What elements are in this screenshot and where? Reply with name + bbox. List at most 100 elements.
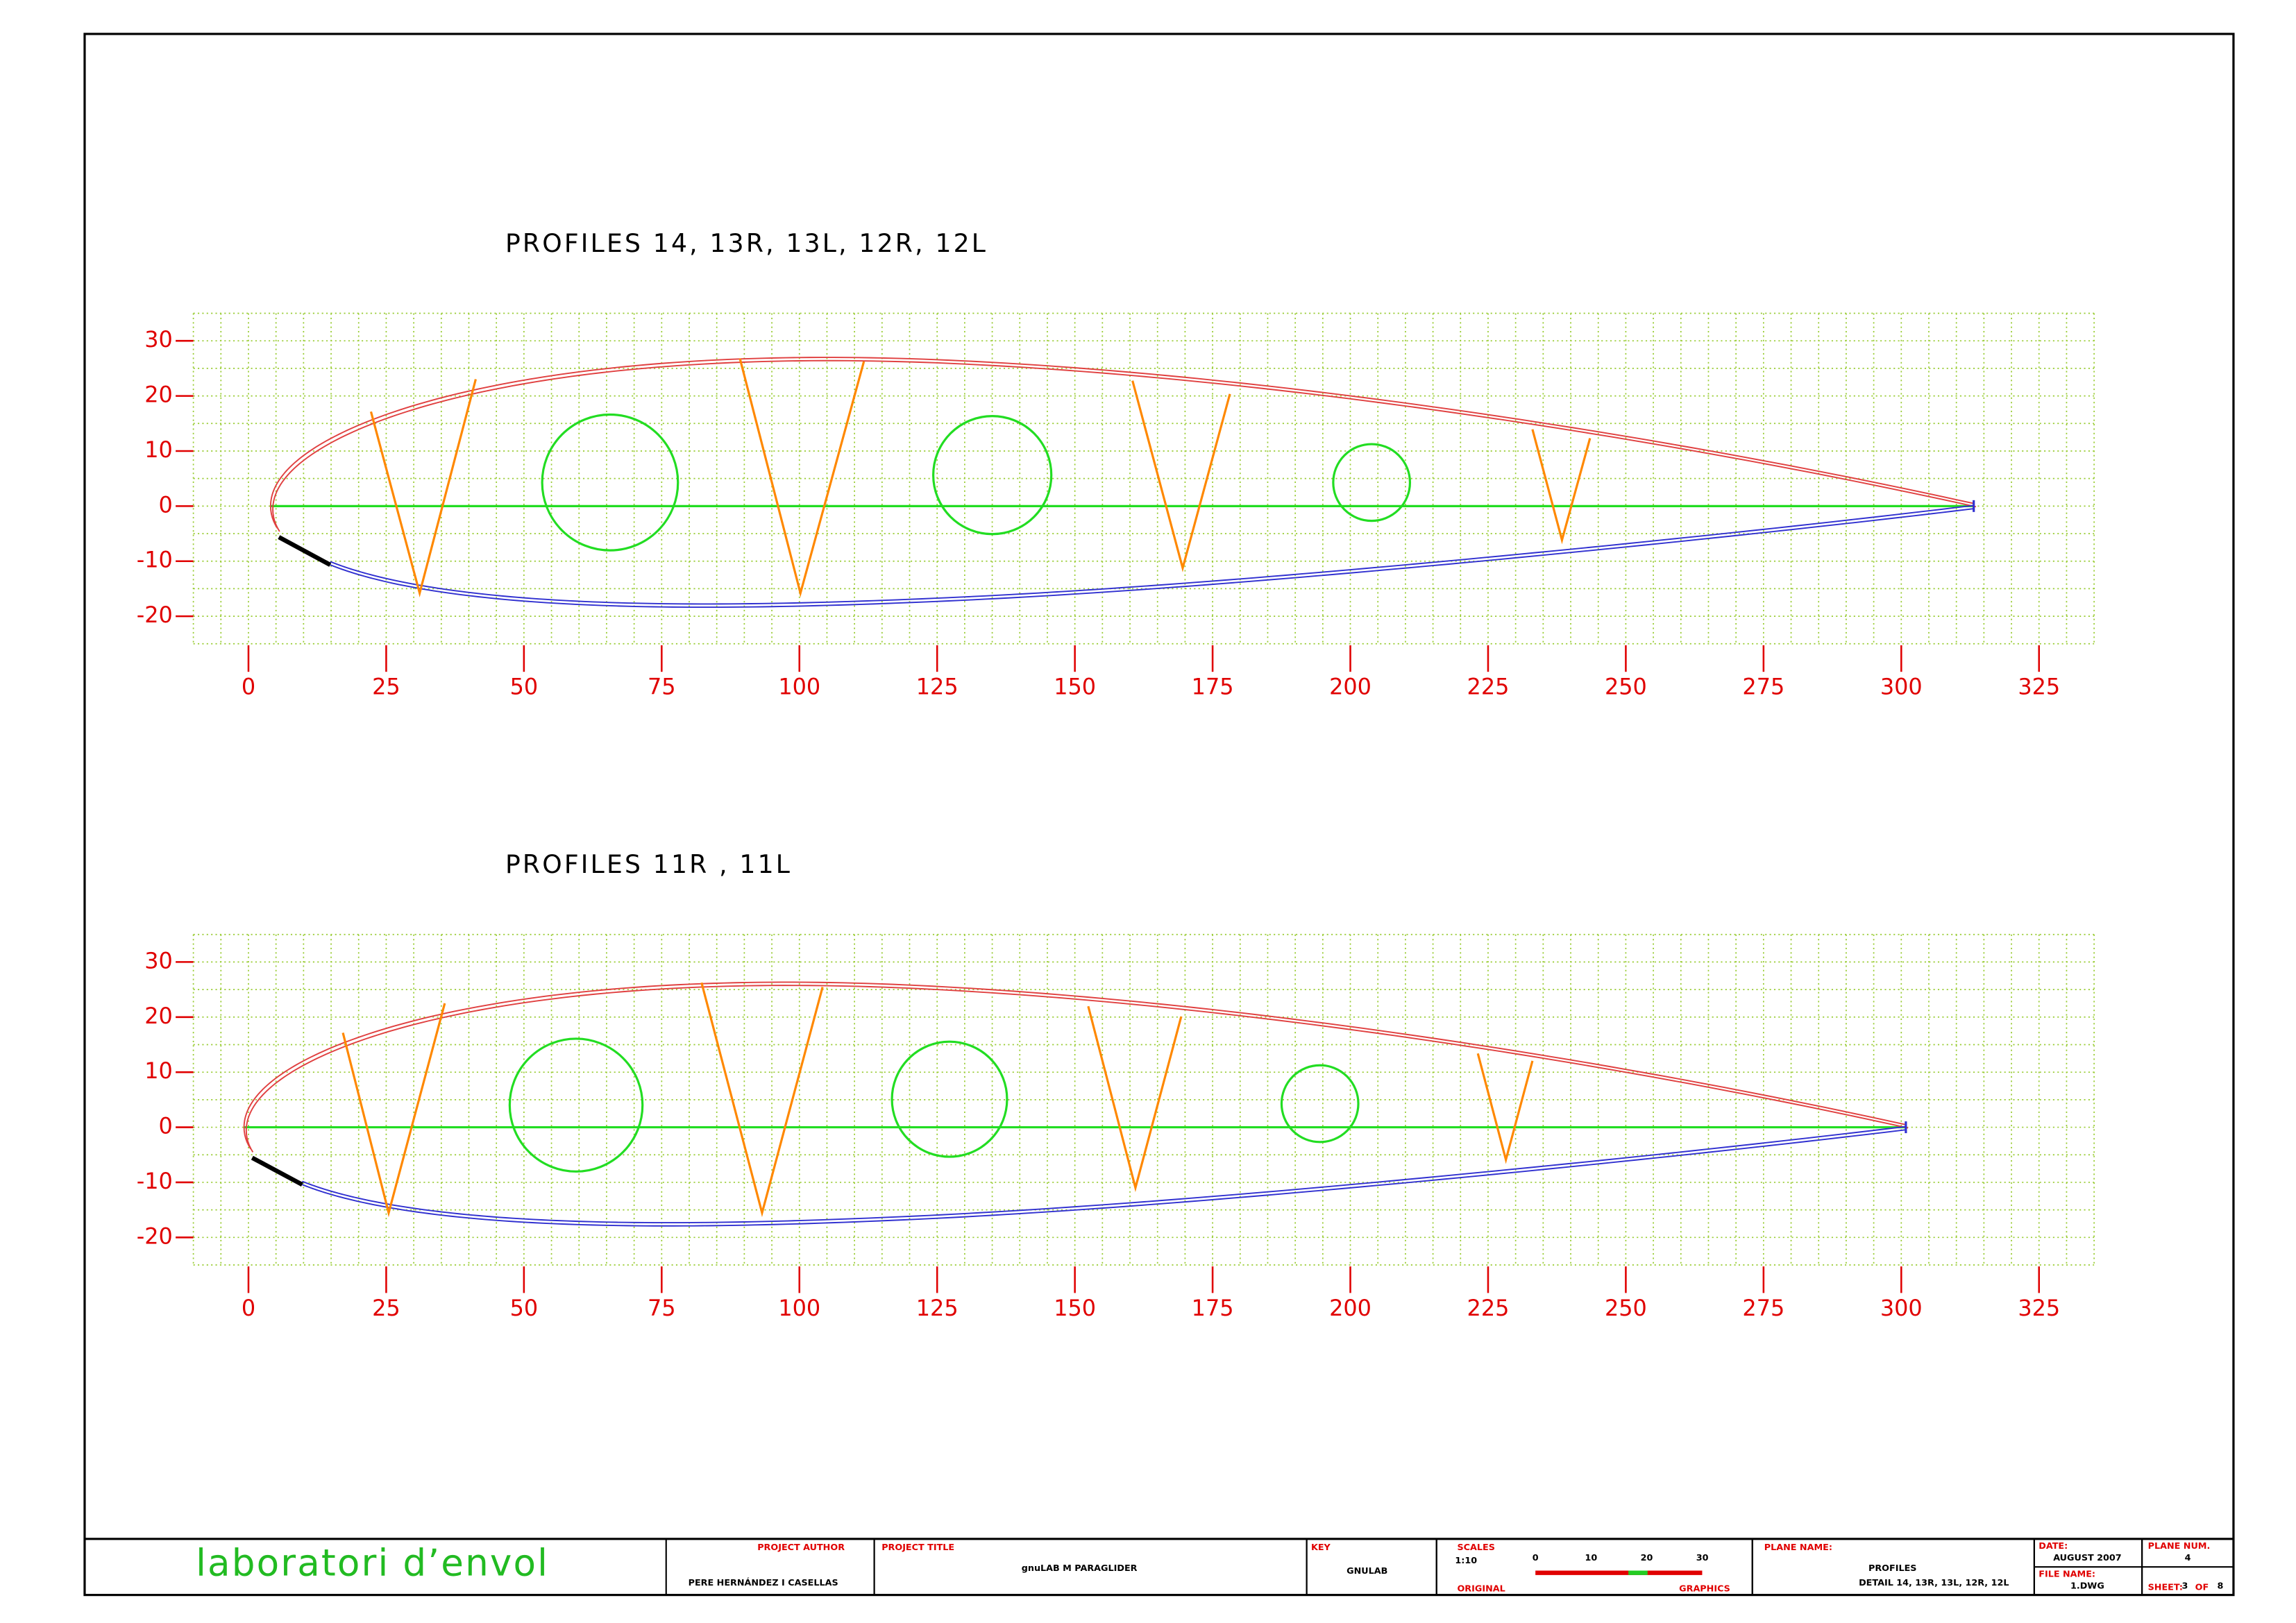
label: DATE: [2038, 1541, 2068, 1552]
value: PERE HERNÁNDEZ I CASELLAS [689, 1577, 838, 1588]
label: SHEET: [2148, 1582, 2183, 1592]
value: AUGUST 2007 [2053, 1553, 2121, 1563]
air-intake [251, 1155, 303, 1187]
scale-bar-label: 10 [1585, 1553, 1597, 1563]
x-tick-label: 175 [1192, 674, 1234, 700]
value: 4 [2185, 1553, 2191, 1563]
diagonal-rib [1476, 1053, 1534, 1164]
label: PLANE NAME: [1764, 1543, 1832, 1553]
x-tick-label: 25 [372, 674, 400, 700]
x-tick-label: 50 [510, 674, 539, 700]
y-tick-label: 20 [144, 382, 173, 408]
diagonal-rib [1087, 1005, 1183, 1192]
lightening-hole [541, 413, 679, 552]
x-tick-label: 75 [648, 1295, 676, 1321]
lightening-hole [890, 1040, 1008, 1158]
label: PROJECT AUTHOR [757, 1543, 845, 1553]
value: 1:10 [1455, 1556, 1477, 1566]
label: PROJECT TITLE [881, 1543, 954, 1553]
x-tick-label: 100 [778, 674, 820, 700]
y-tick-label: -20 [137, 1223, 173, 1249]
lower-surface [301, 1129, 1907, 1227]
x-tick-label: 300 [1880, 1295, 1923, 1321]
value: 8 [2218, 1581, 2224, 1591]
y-tick-label: 0 [159, 1113, 173, 1139]
panel-title: PROFILES 14, 13R, 13L, 12R, 12L [505, 228, 988, 258]
x-tick-label: 225 [1467, 1295, 1510, 1321]
air-intake [278, 535, 332, 567]
x-tick-label: 75 [648, 674, 676, 700]
profile-panel: PROFILES 14, 13R, 13L, 12R, 12L3020100-1… [137, 228, 2095, 700]
x-tick-label: 250 [1605, 674, 1647, 700]
x-tick-label: 0 [242, 674, 255, 700]
value: GNULAB [1347, 1566, 1387, 1577]
y-tick-label: -10 [137, 547, 173, 573]
lightening-hole [508, 1037, 644, 1173]
y-tick-label: -10 [137, 1168, 173, 1194]
x-tick-label: 325 [2018, 674, 2060, 700]
lower-surface-inner [330, 504, 1974, 605]
value: PROFILES [1868, 1563, 1916, 1574]
x-tick-label: 50 [510, 1295, 539, 1321]
diagonal-rib [341, 1003, 446, 1218]
panels: PROFILES 14, 13R, 13L, 12R, 12L3020100-1… [137, 228, 2095, 1321]
x-tick-label: 275 [1742, 674, 1784, 700]
x-tick-label: 175 [1192, 1295, 1234, 1321]
upper-surface [243, 981, 1907, 1150]
diagonal-rib [700, 982, 824, 1218]
x-tick-label: 150 [1054, 1295, 1096, 1321]
diagonal-rib [369, 379, 477, 598]
value: 3 [2182, 1581, 2188, 1591]
scale-bar-label: 0 [1533, 1553, 1539, 1563]
upper-surface [269, 357, 1974, 529]
x-tick-label: 150 [1054, 674, 1096, 700]
lightening-hole [1280, 1064, 1360, 1144]
value: DETAIL 14, 13R, 13L, 12R, 12L [1859, 1578, 2009, 1588]
x-tick-label: 275 [1742, 1295, 1784, 1321]
lower-surface-inner [301, 1125, 1907, 1224]
y-tick-label: 30 [144, 947, 173, 974]
diagonal-rib [1531, 429, 1592, 545]
scale-bar-label: 30 [1696, 1553, 1709, 1563]
title-block: laboratori d’envol PROJECT AUTHOR PERE H… [84, 1538, 2235, 1596]
label: SCALES [1457, 1543, 1494, 1553]
diagonal-rib [738, 358, 866, 598]
x-tick-label: 300 [1880, 674, 1923, 700]
upper-surface-inner [245, 985, 1909, 1153]
label: OF [2195, 1582, 2209, 1592]
value: 1.DWG [2070, 1581, 2104, 1591]
lower-surface [330, 508, 1974, 609]
x-tick-label: 100 [778, 1295, 820, 1321]
scale-bar-labels: 0 10 20 30 [1533, 1553, 1709, 1563]
label: KEY [1311, 1543, 1331, 1553]
x-tick-label: 325 [2018, 1295, 2060, 1321]
y-tick-label: 10 [144, 436, 173, 463]
y-tick-label: 0 [159, 491, 173, 518]
x-tick-label: 200 [1329, 674, 1371, 700]
y-tick-label: 20 [144, 1003, 173, 1029]
y-tick-label: 10 [144, 1057, 173, 1084]
y-tick-label: -20 [137, 602, 173, 628]
panel-title: PROFILES 11R , 11L [505, 849, 792, 879]
x-tick-label: 0 [242, 1295, 255, 1321]
x-tick-label: 250 [1605, 1295, 1647, 1321]
x-tick-label: 125 [916, 1295, 959, 1321]
x-tick-label: 25 [372, 1295, 400, 1321]
lightening-hole [1332, 443, 1412, 522]
y-tick-label: 30 [144, 326, 173, 352]
label: GRAPHICS [1679, 1584, 1730, 1595]
label: FILE NAME: [2038, 1569, 2095, 1579]
x-tick-label: 200 [1329, 1295, 1371, 1321]
lightening-hole [932, 415, 1053, 536]
scale-bar-label: 20 [1641, 1553, 1653, 1563]
x-tick-label: 225 [1467, 674, 1510, 700]
x-tick-label: 125 [916, 674, 959, 700]
value: gnuLAB M PARAGLIDER [1022, 1563, 1138, 1574]
diagonal-rib [1131, 380, 1231, 572]
logo: laboratori d’envol [196, 1542, 549, 1585]
label: PLANE NUM. [2148, 1541, 2211, 1552]
